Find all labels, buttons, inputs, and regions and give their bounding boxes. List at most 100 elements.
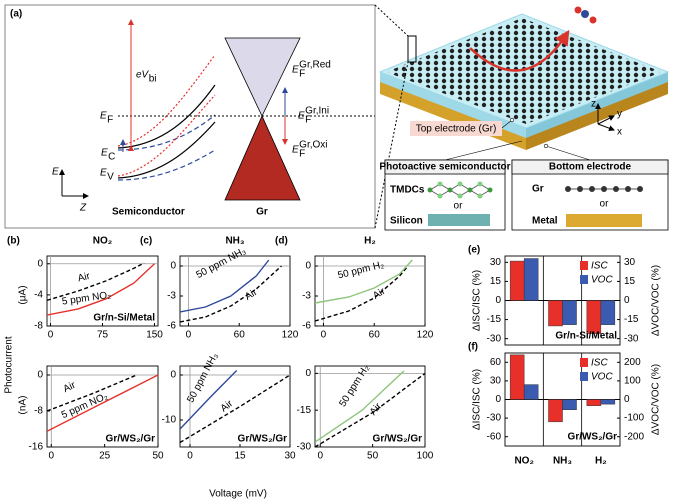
energy-label: E [292, 145, 299, 156]
series-line [47, 374, 137, 412]
series-line [180, 370, 238, 430]
energy-sub: F [299, 149, 305, 160]
energy-sub: V [107, 172, 114, 183]
x-tick-label: 60 [234, 330, 246, 341]
plot-frame [46, 365, 159, 448]
gas-arrow [469, 29, 570, 72]
bar [586, 300, 602, 334]
series-line [47, 374, 158, 432]
series-label: Air [243, 287, 260, 303]
zoom-line [374, 61, 409, 229]
bar [600, 300, 616, 325]
inset-text: TMDCs [390, 185, 425, 196]
band-ev [117, 121, 216, 179]
energy-label: eV [136, 70, 150, 81]
device-label: Gr/WS₂/Gr [373, 434, 423, 445]
x-tick-label: 150 [146, 330, 163, 341]
series-label: 50 ppm NH₃ [185, 351, 220, 404]
y-tick-label: -3 [302, 291, 311, 302]
panel-label: (e) [468, 245, 480, 256]
panel-label: (f) [468, 342, 478, 353]
axis-label: E [52, 167, 59, 178]
x-tick-label: 120 [282, 330, 299, 341]
y-tick-label: 0 [170, 261, 176, 272]
x-tick-label: 0 [186, 330, 192, 341]
x-tick-label: 100 [417, 451, 434, 462]
energy-sub: F [107, 115, 113, 126]
series-label: Air [62, 380, 78, 396]
y2-tick-label: 15 [624, 276, 636, 287]
legend-label: ISC [591, 261, 608, 272]
y-tick-label: 15 [490, 276, 502, 287]
panel-a: (a) E Z Semiconductor Gr [4, 4, 376, 229]
energy-sub: bi [149, 74, 157, 85]
energy-label: E [292, 65, 299, 76]
plot-frame [179, 255, 291, 327]
panel-label: (a) [10, 9, 22, 20]
x-tick-label: 50 [367, 451, 379, 462]
y2-tick-label: 0 [624, 394, 630, 405]
unit-label: (nA) [18, 396, 29, 415]
x-tick-label: 15 [234, 451, 246, 462]
y-tick-label: 0 [495, 295, 501, 306]
inset-text: Gr [532, 184, 544, 195]
device-label: Gr/n-Si/Metal [93, 313, 155, 324]
energy-label: E [100, 168, 107, 179]
inset-header [511, 159, 669, 175]
inset-text: or [454, 201, 464, 212]
caption: Semiconductor [112, 207, 185, 218]
x-axis-label: Voltage (mV) [209, 489, 267, 500]
series-line [315, 372, 425, 447]
x-tick-label: 25 [99, 451, 111, 462]
graphene-dots [386, 18, 662, 124]
legend-label: VOC [591, 372, 613, 383]
band-ev-oxi [117, 94, 216, 177]
energy-sup: Gr,Red [299, 60, 331, 71]
y-tick-label: -15 [297, 405, 312, 416]
series-line [180, 374, 290, 444]
y-axis-label: Photocurrent [4, 336, 15, 393]
y-tick-label: 30 [490, 257, 502, 268]
leader-dot [509, 117, 515, 123]
gr-atoms [565, 186, 643, 192]
y-tick-label: -4 [34, 290, 43, 301]
y2-tick-label: 100 [624, 376, 641, 387]
y-tick-label: -16 [29, 442, 44, 453]
y-axis-label: ΔISC/ISC (%) [472, 369, 483, 430]
metal-slab [566, 214, 642, 227]
series-line [180, 259, 270, 313]
y-tick-label: 0 [37, 370, 43, 381]
panel-label: (c) [140, 236, 152, 247]
device: z x y Top electrode (Gr) Photoactive sem… [374, 4, 670, 231]
plot-frame [179, 365, 291, 448]
chart-title: NO₂ [93, 236, 112, 247]
y2-tick-label: -100 [624, 413, 644, 424]
category-label: H₂ [595, 456, 607, 467]
legend-swatch [580, 372, 588, 381]
chart-title: NH₃ [225, 236, 244, 247]
series-label: 5 ppm NO₂ [60, 391, 110, 421]
y2-tick-label: 30 [624, 257, 636, 268]
leader [444, 140, 523, 161]
bar [586, 399, 602, 406]
y-tick-label: 30 [490, 376, 502, 387]
y-tick-label: 60 [490, 357, 502, 368]
x-tick-label: 0 [317, 451, 323, 462]
axis-label: Z [79, 203, 87, 214]
panel-label: (d) [275, 236, 288, 247]
x-tick-label: 120 [417, 330, 434, 341]
inset-title: Photoactive semiconductor [379, 162, 510, 173]
category-label: NH₃ [553, 456, 572, 467]
zoom-box [407, 35, 417, 63]
x-tick-label: 0 [48, 451, 54, 462]
y2-tick-label: -15 [624, 314, 639, 325]
legend-swatch [580, 358, 588, 367]
y2-tick-label: 0 [624, 295, 630, 306]
series-label: 50 ppm H₂ [337, 259, 386, 281]
x-tick-label: 0 [187, 451, 193, 462]
y2-tick-label: -200 [624, 431, 644, 442]
leader [545, 145, 591, 161]
inset-header [384, 159, 506, 175]
series-label: 50 ppm H₂ [337, 363, 371, 409]
plot-frame [314, 255, 426, 327]
